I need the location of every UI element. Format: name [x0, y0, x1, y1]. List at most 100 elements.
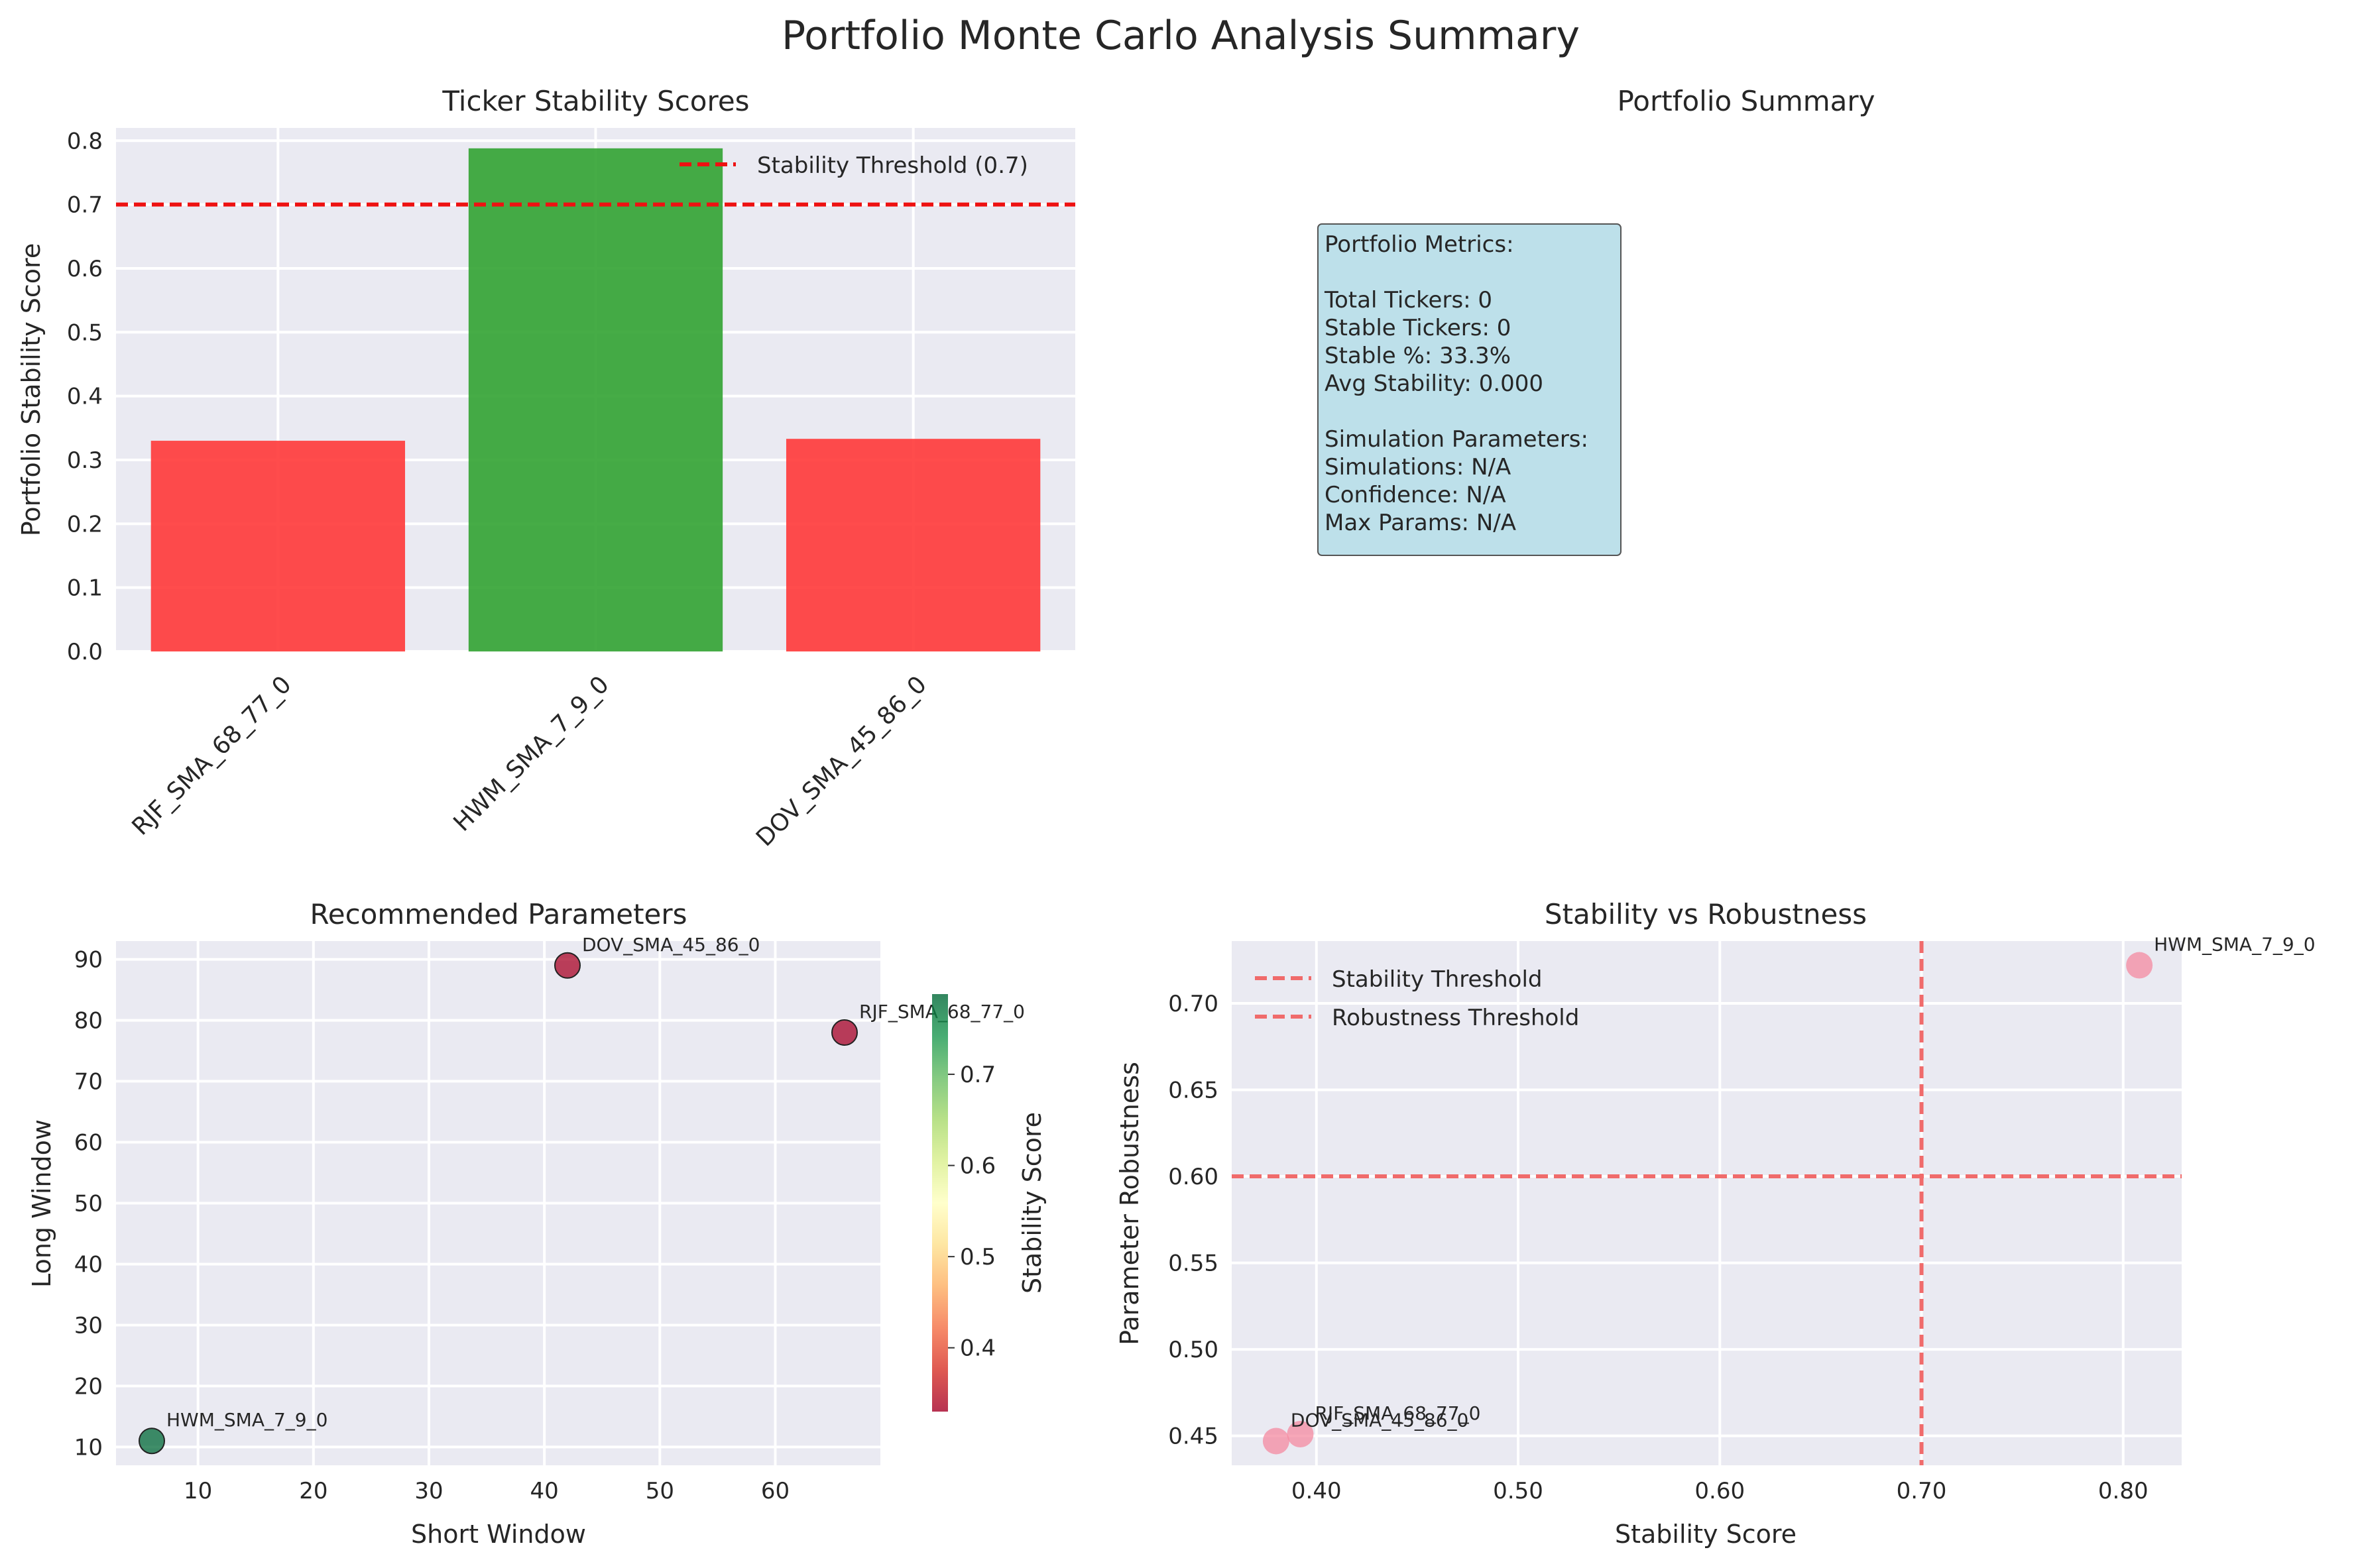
params-chart-x-tick-label: 60	[761, 1478, 790, 1504]
portfolio-summary-panel: Portfolio Summary Portfolio Metrics: Tot…	[1317, 85, 1875, 556]
stability-bar-chart: Ticker Stability Scores 0.00.10.20.30.40…	[17, 85, 1075, 852]
bar-chart-y-tick-label: 0.1	[67, 575, 103, 602]
stability-vs-robustness-chart: Stability vs Robustness HWM_SMA_7_9_0 RJF…	[1115, 898, 2316, 1549]
bar-chart-bars	[150, 148, 1041, 651]
bar-chart-y-tick-label: 0.8	[67, 128, 103, 154]
bar-chart-x-ticks: RJF_SMA_68_77_0 HWM_SMA_7_9_0 DOV_SMA_45_8…	[127, 671, 932, 852]
recommended-parameters-chart: Recommended Parameters DOV_SMA_45_86_0RJ…	[27, 898, 1047, 1549]
params-chart-y-tick-label: 20	[74, 1373, 103, 1400]
robustness-chart-x-ticks: 0.40 0.50 0.60 0.70 0.80	[1291, 1478, 2149, 1504]
params-chart-y-ticks: 10 20 30 40 50 60 70 80 90	[74, 947, 103, 1461]
params-chart-y-tick-label: 70	[74, 1069, 103, 1095]
bar-chart-y-tick-label: 0.4	[67, 384, 103, 410]
robustness-chart-x-tick-label: 0.50	[1493, 1478, 1543, 1504]
robustness-chart-y-tick-label: 0.65	[1168, 1078, 1218, 1104]
summary-line: Total Tickers: 0	[1324, 287, 1492, 313]
params-point-dov-sma-45-86-0	[554, 952, 581, 979]
params-point-rjf-sma-68-77-0	[831, 1019, 858, 1046]
robustness-chart-threshold-lines	[1232, 941, 2182, 1465]
params-point-label: HWM_SMA_7_9_0	[166, 1409, 327, 1431]
params-chart-y-tick-label: 40	[74, 1251, 103, 1278]
params-chart-x-axis-label: Short Window	[411, 1520, 586, 1549]
bar-chart-y-tick-label: 0.5	[67, 319, 103, 346]
legend-robustness-threshold-label: Robustness Threshold	[1332, 1005, 1579, 1031]
robustness-chart-x-tick-label: 0.70	[1897, 1478, 1947, 1504]
bar-chart-y-tick-label: 0.7	[67, 192, 103, 219]
colorbar-tick-label: 0.4	[960, 1335, 996, 1362]
robustness-point-dov-sma-45-86-0	[1262, 1428, 1289, 1455]
robustness-point-label: RJF_SMA_68_77_0	[1315, 1402, 1480, 1424]
summary-line: Simulation Parameters:	[1325, 426, 1588, 453]
figure-title: Portfolio Monte Carlo Analysis Summary	[782, 13, 1580, 59]
bar-chart-title: Ticker Stability Scores	[442, 85, 749, 117]
legend-threshold-label: Stability Threshold (0.7)	[757, 152, 1028, 179]
bar-chart-y-tick-label: 0.6	[67, 256, 103, 282]
legend-stability-threshold-label: Stability Threshold	[1332, 966, 1543, 993]
robustness-chart-x-tick-label: 0.40	[1291, 1478, 1342, 1504]
bar-chart-legend: Stability Threshold (0.7)	[679, 152, 1028, 179]
summary-line: Simulations: N/A	[1325, 454, 1511, 480]
robustness-chart-y-tick-label: 0.55	[1168, 1251, 1218, 1277]
robustness-chart-y-tick-label: 0.60	[1168, 1164, 1218, 1190]
params-chart-x-ticks: 10 20 30 40 50 60	[184, 1478, 790, 1504]
params-chart-y-tick-label: 50	[74, 1191, 103, 1217]
robustness-chart-x-tick-label: 0.60	[1694, 1478, 1745, 1504]
params-chart-x-tick-label: 40	[530, 1478, 559, 1504]
summary-line: Stable Tickers: 0	[1325, 315, 1511, 341]
robustness-point-rjf-sma-68-77-0	[1287, 1421, 1314, 1448]
params-chart-points: DOV_SMA_45_86_0RJF_SMA_68_77_0HWM_SMA_7_…	[138, 934, 1025, 1455]
summary-line	[1325, 398, 1332, 425]
params-chart-grid	[116, 941, 880, 1465]
colorbar-ticks: 0.4 0.5 0.6 0.7	[948, 1062, 996, 1362]
bar-chart-y-axis-label: Portfolio Stability Score	[17, 243, 46, 536]
bar-chart-y-tick-label: 0.2	[67, 511, 103, 537]
robustness-chart-x-tick-label: 0.80	[2098, 1478, 2149, 1504]
params-chart-y-tick-label: 10	[74, 1434, 103, 1461]
params-chart-y-axis-label: Long Window	[27, 1119, 56, 1288]
summary-title: Portfolio Summary	[1617, 85, 1875, 117]
robustness-point-hwm-sma-7-9-0	[2126, 952, 2153, 979]
params-point-hwm-sma-7-9-0	[138, 1428, 165, 1455]
colorbar-tick-label: 0.6	[960, 1153, 996, 1180]
robustness-point-label: DOV_SMA_45_86_0	[1291, 1409, 1468, 1431]
summary-text: Portfolio Metrics: Total Tickers: 0 Stabl…	[1324, 231, 1588, 536]
robustness-chart-grid	[1232, 941, 2182, 1465]
bar-rjf-sma-68-77-0	[150, 441, 406, 651]
robustness-chart-y-axis-label: Parameter Robustness	[1115, 1062, 1144, 1345]
summary-line: Stable %: 33.3%	[1325, 343, 1511, 369]
colorbar-tick-label: 0.7	[960, 1062, 996, 1088]
robustness-chart-plot-area	[1232, 941, 2182, 1465]
params-chart-x-tick-label: 10	[184, 1478, 212, 1504]
bar-chart-y-ticks: 0.0 0.1 0.2 0.3 0.4 0.5 0.6 0.7 0.8	[67, 128, 103, 665]
bar-chart-y-tick-label: 0.3	[67, 447, 103, 474]
params-chart-y-tick-label: 80	[74, 1008, 103, 1035]
robustness-chart-y-tick-label: 0.70	[1168, 991, 1218, 1017]
bar-chart-x-tick-label: RJF_SMA_68_77_0	[127, 671, 296, 840]
robustness-chart-title: Stability vs Robustness	[1545, 898, 1867, 930]
robustness-point-label: HWM_SMA_7_9_0	[2154, 934, 2315, 956]
robustness-chart-legend: Stability Threshold Robustness Threshold	[1255, 966, 1579, 1031]
colorbar-tick-label: 0.5	[960, 1244, 996, 1270]
colorbar-label: Stability Score	[1018, 1112, 1047, 1294]
params-chart-x-tick-label: 50	[646, 1478, 674, 1504]
bar-chart-x-tick-label: HWM_SMA_7_9_0	[449, 671, 615, 836]
summary-line: Confidence: N/A	[1325, 482, 1506, 508]
summary-box	[1317, 223, 1622, 556]
bar-chart-x-tick-label: DOV_SMA_45_86_0	[751, 671, 932, 852]
summary-line: Max Params: N/A	[1325, 510, 1516, 536]
params-chart-y-tick-label: 60	[74, 1130, 103, 1156]
summary-line: Avg Stability: 0.000	[1325, 370, 1543, 397]
robustness-chart-y-tick-label: 0.45	[1168, 1424, 1218, 1450]
bar-dov-sma-45-86-0	[786, 439, 1041, 651]
params-chart-y-tick-label: 90	[74, 947, 103, 974]
params-point-label: DOV_SMA_45_86_0	[582, 934, 760, 956]
robustness-chart-x-axis-label: Stability Score	[1615, 1520, 1797, 1549]
params-chart-title: Recommended Parameters	[310, 898, 687, 930]
params-chart-y-tick-label: 30	[74, 1312, 103, 1339]
bar-chart-y-tick-label: 0.0	[67, 639, 103, 665]
robustness-chart-y-tick-label: 0.50	[1168, 1337, 1218, 1363]
summary-line: Portfolio Metrics:	[1325, 231, 1514, 258]
robustness-chart-points: HWM_SMA_7_9_0 RJF_SMA_68_77_0DOV_SMA_45_8…	[1262, 934, 2316, 1455]
colorbar	[932, 994, 948, 1412]
